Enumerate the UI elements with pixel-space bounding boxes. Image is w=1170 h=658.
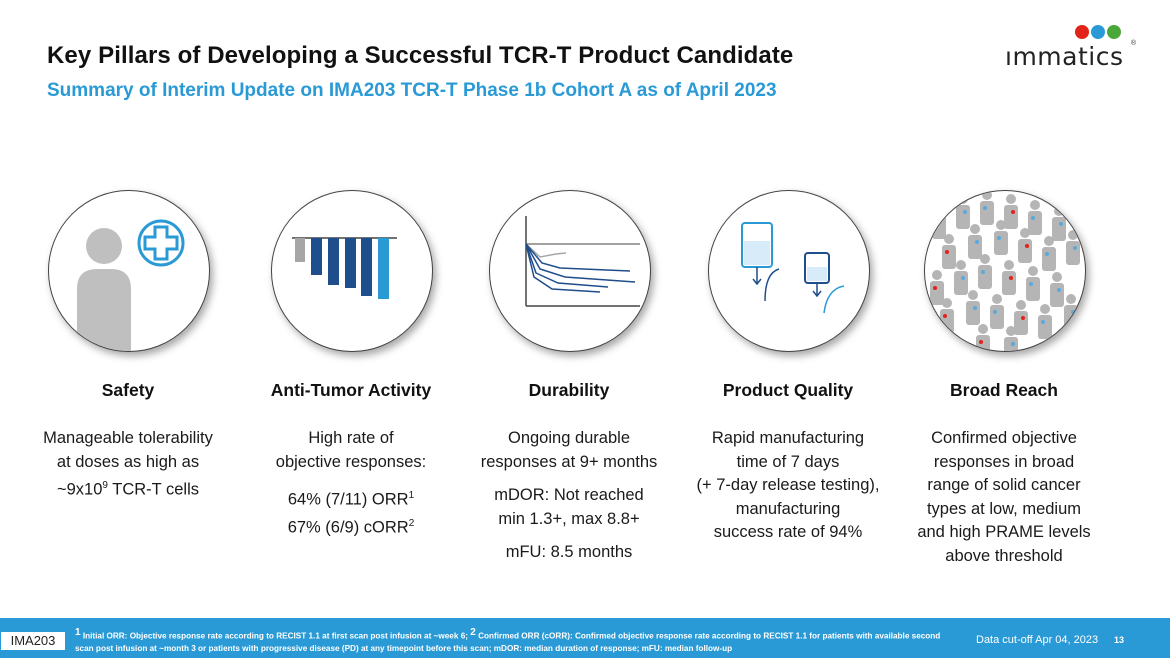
text-line: Ongoing durable xyxy=(507,429,630,447)
program-tag: IMA203 xyxy=(0,631,66,651)
figure-shape xyxy=(1064,294,1078,329)
text-line: above threshold xyxy=(945,546,1063,565)
text-line: types at low, medium xyxy=(926,499,1082,518)
logo-blue-dot xyxy=(1091,25,1105,39)
text-line: time of 7 days xyxy=(736,452,840,471)
logo-green-dot xyxy=(1107,25,1121,39)
patient-population-icon xyxy=(924,190,1086,352)
figure-shape xyxy=(994,220,1008,255)
figure-shape xyxy=(966,290,980,325)
figure-shape xyxy=(930,270,944,305)
pillar-description: Confirmed objective responses in broad r… xyxy=(906,427,1102,568)
text-line: objective responses: xyxy=(275,452,427,471)
text-line: (+ 7-day release testing), xyxy=(696,476,880,494)
pillar-description: Rapid manufacturing time of 7 days (+ 7-… xyxy=(690,427,886,545)
dose-line: ~9x109 TCR-T cells xyxy=(56,480,200,499)
figure-shape xyxy=(954,260,968,295)
logo-registered: ® xyxy=(1130,40,1136,47)
figure-shape xyxy=(1004,194,1018,229)
text-line: responses in broad xyxy=(933,452,1075,471)
pillar-description: High rate of objective responses: 64% (7… xyxy=(253,427,449,540)
text-line: mFU: 8.5 months xyxy=(505,543,633,561)
text-line: manufacturing xyxy=(735,499,841,518)
figure-shape xyxy=(942,234,956,269)
figure-shape xyxy=(1004,326,1018,351)
text-line: Rapid manufacturing xyxy=(711,429,865,447)
footer-bar xyxy=(0,618,1170,658)
text-line: at doses as high as xyxy=(56,452,200,471)
figure-shape xyxy=(968,224,982,259)
spider-plot-icon xyxy=(489,190,651,352)
data-cutoff-date: Data cut-off Apr 04, 2023 xyxy=(976,634,1099,646)
orr-line: 64% (7/11) ORR1 xyxy=(287,490,415,509)
waterfall-bar-chart-icon xyxy=(271,190,433,352)
pillar-description: Manageable tolerability at doses as high… xyxy=(30,427,226,502)
pillar-title: Durability xyxy=(528,380,610,400)
text-line: success rate of 94% xyxy=(713,523,863,541)
figure-shape xyxy=(932,204,946,239)
figure-shape xyxy=(1038,304,1052,339)
figure-shape xyxy=(980,191,994,225)
figure-shape xyxy=(940,298,954,333)
figure-shape xyxy=(1050,272,1064,307)
pillar-title: Product Quality xyxy=(722,380,854,400)
figure-shape xyxy=(976,324,990,351)
pillar-title: Broad Reach xyxy=(950,380,1058,400)
page-number: 13 xyxy=(1114,635,1125,645)
text-line: Manageable tolerability xyxy=(43,429,213,447)
text-line: High rate of xyxy=(308,429,394,447)
corr-line: 67% (6/9) cORR2 xyxy=(287,518,415,537)
figure-shape xyxy=(1042,236,1056,271)
figure-shape xyxy=(978,254,992,289)
figure-shape xyxy=(1002,260,1016,295)
text-line: range of solid cancer xyxy=(927,476,1081,494)
pillar-title: Anti-Tumor Activity xyxy=(270,380,432,400)
figure-shape xyxy=(1028,200,1042,235)
company-logo: ımmatics ® xyxy=(1005,24,1140,71)
figure-shape xyxy=(1018,228,1032,263)
text-line: Confirmed objective xyxy=(931,429,1077,447)
footnotes: 1 Initial ORR: Objective response rate a… xyxy=(75,627,941,653)
slide-subtitle: Summary of Interim Update on IMA203 TCR-… xyxy=(47,80,777,101)
text-line: min 1.3+, max 8.8+ xyxy=(498,509,640,528)
logo-wordmark: ımmatics xyxy=(1005,42,1124,71)
infusion-bag-icon xyxy=(708,190,870,352)
figure-shape xyxy=(1066,230,1080,265)
text-line: and high PRAME levels xyxy=(917,523,1091,541)
figure-shape xyxy=(1026,266,1040,301)
pillar-title: Safety xyxy=(101,380,155,400)
person-medical-cross-icon xyxy=(48,190,210,352)
figure-shape xyxy=(990,294,1004,329)
figure-shape xyxy=(1014,300,1028,335)
text-line: responses at 9+ months xyxy=(480,452,658,471)
text-line: mDOR: Not reached xyxy=(494,486,644,504)
slide-title: Key Pillars of Developing a Successful T… xyxy=(47,42,794,69)
figure-shape xyxy=(1052,206,1066,241)
logo-red-dot xyxy=(1075,25,1089,39)
figure-shape xyxy=(956,194,970,229)
pillar-description: Ongoing durable responses at 9+ months m… xyxy=(471,427,667,565)
